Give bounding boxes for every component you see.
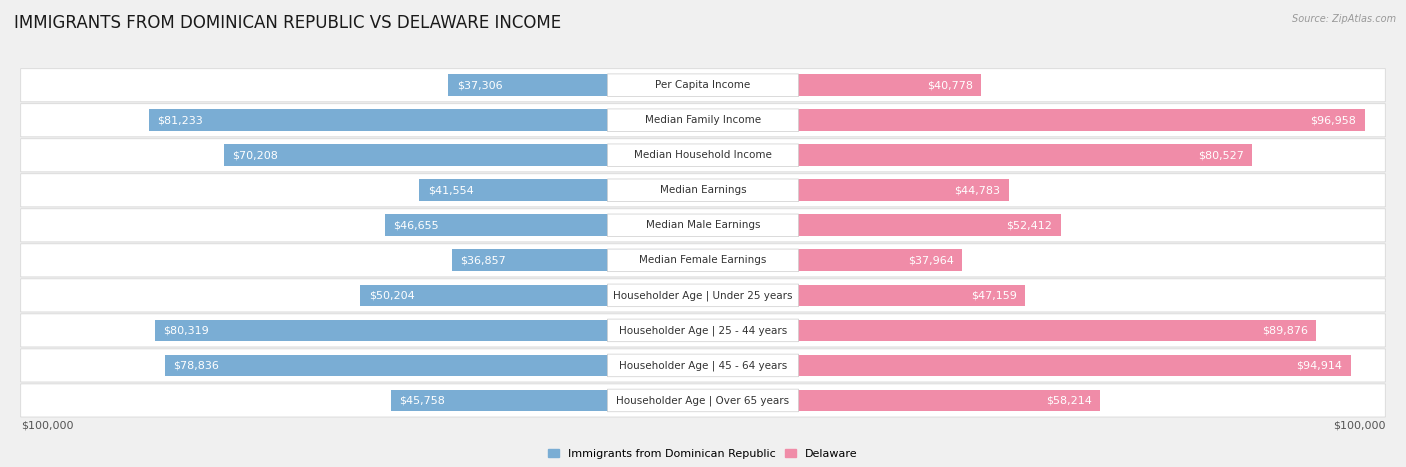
FancyBboxPatch shape	[607, 249, 799, 272]
Bar	[385, 214, 703, 236]
Text: $58,214: $58,214	[1046, 396, 1092, 405]
Text: Householder Age | 45 - 64 years: Householder Age | 45 - 64 years	[619, 360, 787, 371]
Bar	[165, 354, 703, 376]
Bar	[703, 74, 981, 96]
FancyBboxPatch shape	[607, 389, 799, 412]
Text: $47,159: $47,159	[970, 290, 1017, 300]
Text: $78,836: $78,836	[173, 361, 219, 370]
FancyBboxPatch shape	[607, 214, 799, 237]
FancyBboxPatch shape	[607, 74, 799, 97]
Text: IMMIGRANTS FROM DOMINICAN REPUBLIC VS DELAWARE INCOME: IMMIGRANTS FROM DOMINICAN REPUBLIC VS DE…	[14, 14, 561, 32]
Bar	[703, 144, 1253, 166]
Text: Median Female Earnings: Median Female Earnings	[640, 255, 766, 265]
Text: $44,783: $44,783	[955, 185, 1001, 195]
FancyBboxPatch shape	[21, 279, 1385, 312]
FancyBboxPatch shape	[607, 109, 799, 132]
FancyBboxPatch shape	[21, 174, 1385, 207]
Text: $45,758: $45,758	[399, 396, 444, 405]
Text: $80,527: $80,527	[1198, 150, 1244, 160]
Text: Source: ZipAtlas.com: Source: ZipAtlas.com	[1292, 14, 1396, 24]
Bar	[703, 214, 1060, 236]
FancyBboxPatch shape	[607, 319, 799, 342]
Text: $94,914: $94,914	[1296, 361, 1343, 370]
Legend: Immigrants from Dominican Republic, Delaware: Immigrants from Dominican Republic, Dela…	[544, 444, 862, 463]
FancyBboxPatch shape	[607, 284, 799, 307]
FancyBboxPatch shape	[21, 349, 1385, 382]
Text: $36,857: $36,857	[460, 255, 505, 265]
Text: $89,876: $89,876	[1263, 325, 1308, 335]
FancyBboxPatch shape	[21, 244, 1385, 277]
FancyBboxPatch shape	[607, 354, 799, 377]
Text: $100,000: $100,000	[21, 421, 73, 431]
Bar	[419, 179, 703, 201]
Text: $96,958: $96,958	[1310, 115, 1357, 125]
Text: $81,233: $81,233	[157, 115, 202, 125]
Bar	[149, 109, 703, 131]
Text: $50,204: $50,204	[368, 290, 415, 300]
Text: Median Earnings: Median Earnings	[659, 185, 747, 195]
Text: $37,306: $37,306	[457, 80, 502, 90]
FancyBboxPatch shape	[21, 209, 1385, 242]
FancyBboxPatch shape	[21, 139, 1385, 172]
Bar	[703, 109, 1365, 131]
Text: $37,964: $37,964	[908, 255, 953, 265]
Text: Householder Age | Under 25 years: Householder Age | Under 25 years	[613, 290, 793, 301]
Bar	[703, 284, 1025, 306]
Bar	[703, 354, 1351, 376]
Text: Householder Age | 25 - 44 years: Householder Age | 25 - 44 years	[619, 325, 787, 336]
Bar	[155, 319, 703, 341]
Text: $52,412: $52,412	[1007, 220, 1053, 230]
Text: $40,778: $40,778	[927, 80, 973, 90]
Bar	[360, 284, 703, 306]
FancyBboxPatch shape	[21, 384, 1385, 417]
Text: $46,655: $46,655	[392, 220, 439, 230]
FancyBboxPatch shape	[607, 144, 799, 167]
Bar	[224, 144, 703, 166]
Text: $41,554: $41,554	[427, 185, 474, 195]
Text: Median Household Income: Median Household Income	[634, 150, 772, 160]
FancyBboxPatch shape	[21, 69, 1385, 102]
Text: Householder Age | Over 65 years: Householder Age | Over 65 years	[616, 395, 790, 406]
FancyBboxPatch shape	[21, 314, 1385, 347]
Bar	[451, 249, 703, 271]
Bar	[449, 74, 703, 96]
Text: Per Capita Income: Per Capita Income	[655, 80, 751, 90]
Bar	[703, 319, 1316, 341]
Text: $70,208: $70,208	[232, 150, 278, 160]
Text: Median Family Income: Median Family Income	[645, 115, 761, 125]
FancyBboxPatch shape	[607, 179, 799, 202]
Bar	[391, 389, 703, 411]
Text: Median Male Earnings: Median Male Earnings	[645, 220, 761, 230]
Text: $100,000: $100,000	[1333, 421, 1385, 431]
Bar	[703, 249, 962, 271]
Bar	[703, 179, 1008, 201]
FancyBboxPatch shape	[21, 104, 1385, 137]
Bar	[703, 389, 1101, 411]
Text: $80,319: $80,319	[163, 325, 209, 335]
